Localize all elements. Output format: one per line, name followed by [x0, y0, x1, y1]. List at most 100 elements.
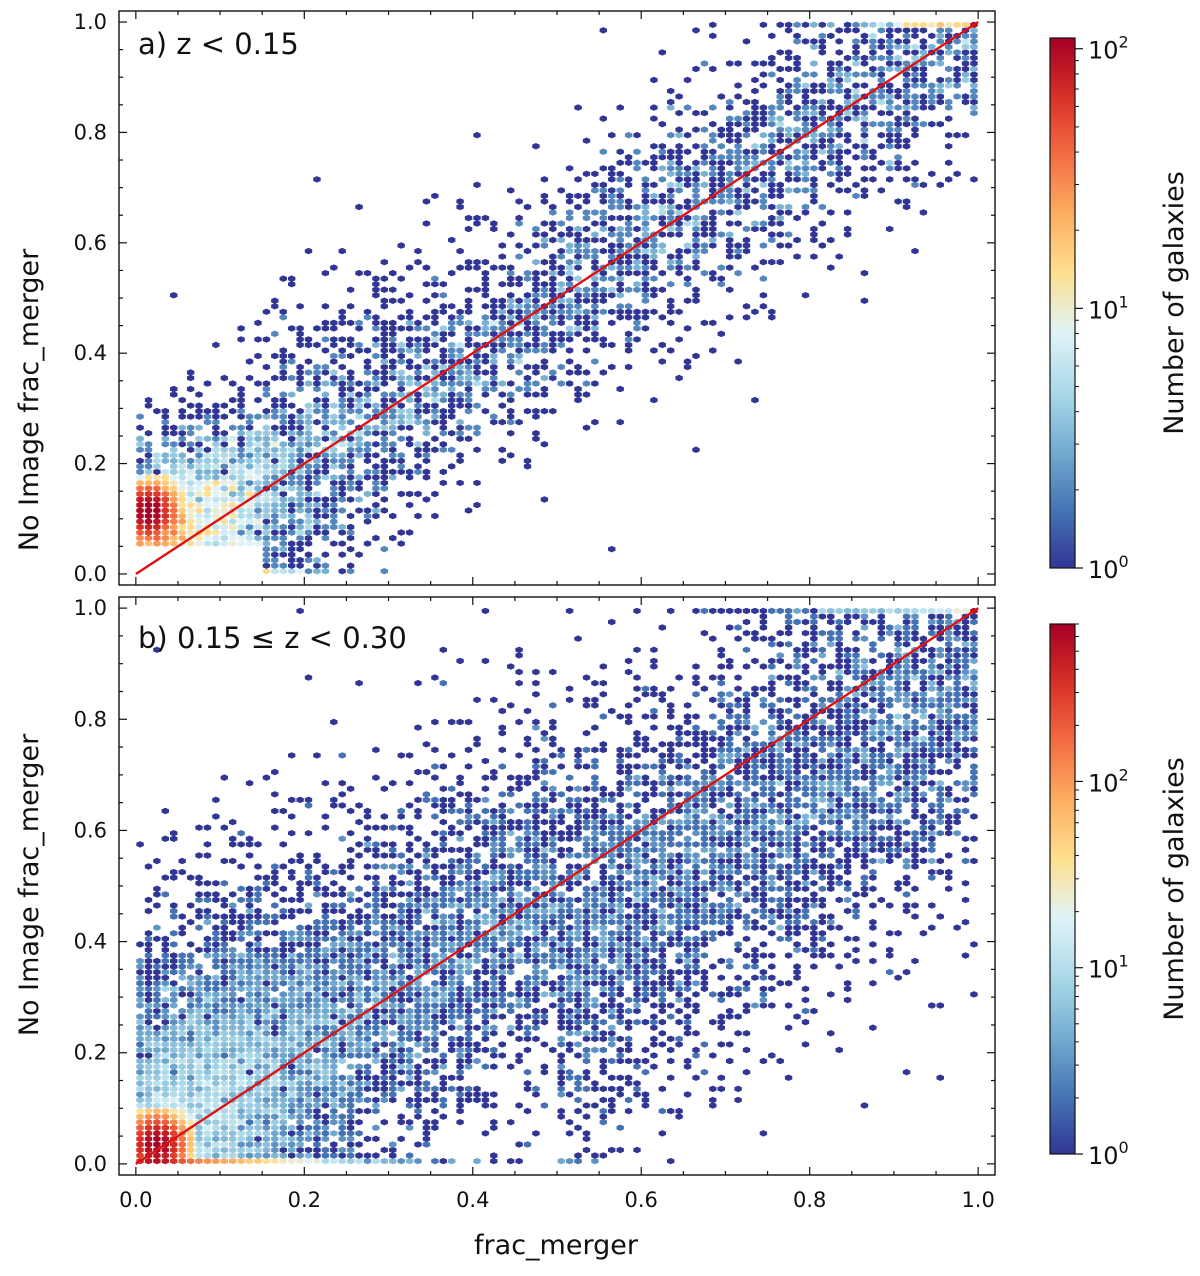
hexbin-cell [616, 924, 624, 931]
hexbin-cell [827, 98, 835, 106]
hexbin-cell [271, 980, 279, 987]
hexbin-cell [296, 1113, 304, 1120]
hexbin-cell [279, 1024, 287, 1031]
hexbin-cell [709, 991, 717, 998]
hexbin-cell [734, 203, 742, 211]
hexbin-cell [456, 430, 464, 437]
hexbin-cell [338, 1030, 346, 1037]
hexbin-cell [801, 21, 810, 28]
hexbin-cell [683, 198, 692, 205]
hexbin-cell [380, 957, 388, 965]
hexbin-cell [254, 396, 262, 404]
hexbin-cell [288, 507, 296, 514]
hexbin-cell [254, 1146, 262, 1154]
hexbin-cell [186, 957, 195, 965]
hexbin-cell [557, 1035, 565, 1043]
hexbin-cell [405, 991, 414, 998]
hexbin-cell [784, 98, 793, 106]
hexbin-cell [801, 148, 810, 155]
hexbin-cell [237, 1113, 245, 1120]
hexbin-cell [346, 336, 355, 343]
hexbin-cell [801, 913, 810, 920]
hexbin-cell [203, 1068, 212, 1076]
hexbin-cell [481, 985, 490, 993]
hexbin-cell [448, 374, 456, 382]
hexbin-cell [700, 60, 709, 67]
hexbin-cell [170, 424, 178, 431]
hexbin-cell [186, 963, 195, 970]
hexbin-cell [818, 935, 826, 942]
hexbin-cell [641, 941, 650, 948]
hexbin-cell [557, 1074, 565, 1081]
hexbin-cell [321, 1068, 330, 1076]
hexbin-cell [818, 38, 826, 45]
hexbin-cell [144, 507, 153, 514]
hexbin-cell [136, 1130, 144, 1137]
hexbin-cell [212, 496, 220, 503]
hexbin-cell [262, 946, 271, 954]
hexbin-cell [616, 952, 624, 959]
hexbin-cell [490, 913, 498, 920]
hexbin-cell [709, 935, 717, 942]
hexbin-cell [245, 1002, 254, 1009]
hexbin-cell [321, 391, 330, 398]
hexbin-cell [911, 98, 919, 106]
hexbin-cell [355, 1068, 363, 1076]
hexbin-cell [245, 534, 254, 542]
hexbin-cell [700, 913, 709, 920]
hexbin-cell [928, 98, 936, 106]
hexbin-cell [532, 330, 540, 338]
hexbin-cell [700, 214, 709, 222]
hexbin-cell [397, 924, 405, 931]
hexbin-cell [220, 1068, 228, 1076]
hexbin-cell [759, 225, 768, 233]
hexbin-cell [902, 27, 911, 34]
hexbin-cell [136, 446, 144, 453]
hexbin-cell [220, 402, 228, 409]
hexbin-cell [262, 1063, 271, 1070]
hexbin-cell [279, 485, 287, 492]
hexbin-cell [515, 1052, 523, 1059]
hexbin-cell [262, 1102, 271, 1109]
hexbin-cell [751, 952, 759, 959]
hexbin-cell [835, 148, 843, 155]
hexbin-cell [220, 457, 228, 465]
hexbin-cell [675, 253, 683, 260]
hexbin-cell [288, 474, 296, 481]
hexbin-cell [245, 1107, 254, 1115]
hexbin-cell [380, 435, 388, 442]
hexbin-cell [170, 968, 178, 976]
hexbin-cell [431, 1024, 439, 1031]
hexbin-cell [195, 1130, 203, 1137]
hexbin-cell [473, 358, 481, 365]
hexbin-cell [372, 501, 380, 509]
hexbin-cell [565, 209, 574, 216]
hexbin-cell [683, 935, 692, 942]
hexbin-cell [338, 1124, 346, 1131]
hexbin-cell [296, 424, 304, 431]
hexbin-cell [186, 430, 195, 437]
hexbin-cell [448, 385, 456, 393]
hexbin-cell [271, 996, 279, 1004]
hexbin-cell [658, 974, 666, 981]
hexbin-cell [810, 192, 818, 200]
hexbin-cell [928, 104, 936, 111]
hexbin-cell [886, 21, 894, 28]
hexbin-cell [195, 946, 203, 954]
hexbin-cell [397, 347, 405, 354]
hexbin-cell [237, 479, 245, 487]
hexbin-cell [945, 49, 953, 56]
hexbin-cell [894, 38, 902, 45]
hexbin-cell [203, 918, 212, 926]
hexbin-cell [288, 1146, 296, 1154]
hexbin-cell [759, 203, 768, 211]
hexbin-cell [473, 325, 481, 332]
hexbin-cell [801, 82, 810, 89]
hexbin-cell [414, 325, 422, 332]
hexbin-cell [262, 551, 271, 558]
hexbin-cell [439, 380, 447, 387]
hexbin-cell [608, 264, 616, 271]
hexbin-cell [279, 941, 287, 948]
hexbin-cell [860, 187, 869, 194]
